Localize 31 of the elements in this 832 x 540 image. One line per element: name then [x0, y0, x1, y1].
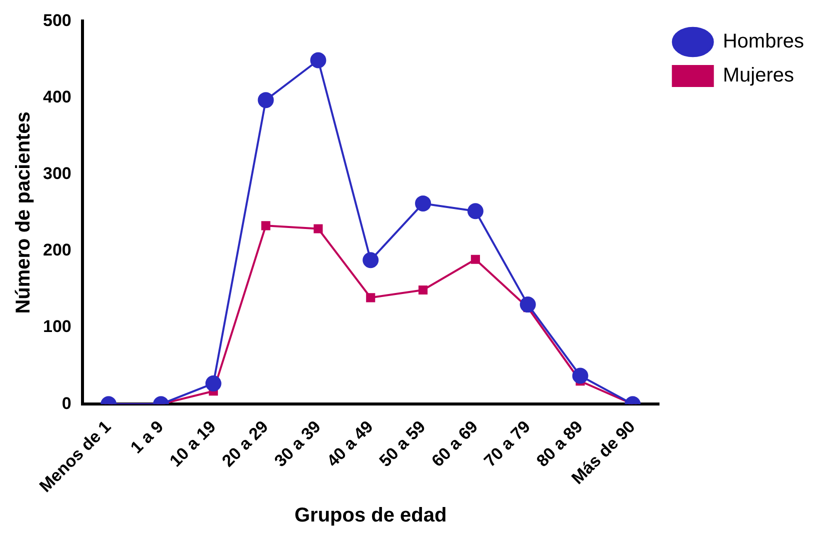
y-tick-label: 200	[42, 240, 72, 260]
y-tick-label: 0	[62, 394, 72, 413]
legend-label: Hombres	[722, 30, 804, 53]
point	[418, 285, 428, 295]
y-tick-label: 400	[42, 87, 72, 106]
point	[467, 203, 484, 220]
y-tick-label: 500	[42, 10, 72, 30]
point	[314, 224, 323, 234]
point	[362, 252, 379, 268]
point	[470, 254, 480, 264]
x-axis-title: Grupos de edad	[294, 504, 447, 527]
x-tick-label: 50 a 59	[376, 417, 430, 471]
x-tick-label: 40 a 49	[323, 417, 377, 471]
point	[205, 375, 222, 392]
x-tick-label: 70 a 79	[480, 417, 534, 471]
x-tick-label: 60 a 69	[428, 417, 482, 471]
legend-label: Mujeres	[722, 64, 794, 87]
point	[572, 368, 588, 384]
point	[261, 221, 270, 230]
point	[366, 293, 376, 302]
y-tick-label: 100	[42, 317, 72, 336]
point	[258, 92, 274, 108]
x-tick-label: 30 a 39	[270, 417, 324, 471]
point	[415, 195, 432, 212]
point	[520, 296, 536, 313]
x-tick-label: 1 a 9	[126, 417, 168, 458]
y-tick-label: 300	[42, 164, 72, 184]
x-tick-label: 20 a 29	[218, 417, 272, 471]
x-tick-label: 10 a 19	[166, 417, 220, 471]
y-axis-title: Número de pacientes	[12, 112, 35, 314]
point	[310, 52, 326, 68]
